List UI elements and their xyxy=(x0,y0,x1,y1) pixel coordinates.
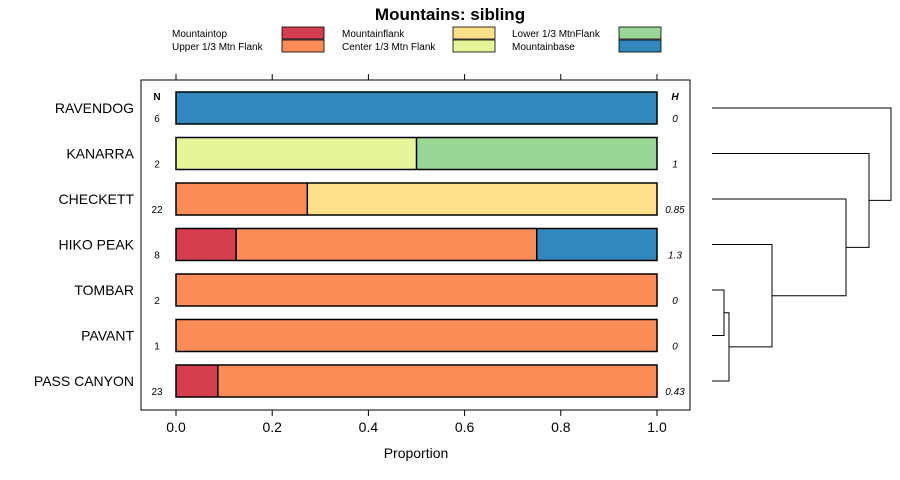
bar-outline xyxy=(175,273,658,307)
dendrogram-branch xyxy=(712,312,730,382)
x-tick-label: 1.0 xyxy=(647,419,667,435)
h-value: 0.43 xyxy=(665,387,685,398)
bar-segment xyxy=(176,365,218,397)
legend-swatch xyxy=(281,39,325,53)
category-label: CHECKETT xyxy=(59,191,135,207)
bar-outline xyxy=(175,91,658,125)
dendrogram xyxy=(712,107,892,382)
legend-swatch xyxy=(618,26,662,40)
dendrogram-branch xyxy=(712,153,870,248)
h-value: 0.85 xyxy=(665,205,685,216)
x-tick-label: 0.4 xyxy=(359,419,379,435)
h-value: 1.3 xyxy=(668,251,682,262)
h-value: 1 xyxy=(672,160,678,171)
legend-label: Lower 1/3 MtnFlank xyxy=(512,29,601,40)
bar-segment xyxy=(416,137,657,170)
n-header: N xyxy=(153,92,160,103)
bar-outline xyxy=(175,136,658,171)
bar-outline xyxy=(175,364,658,398)
legend-label: Mountainbase xyxy=(512,42,575,53)
legend-swatch xyxy=(452,26,496,40)
bar-segment xyxy=(176,137,417,170)
bar-segment xyxy=(176,183,308,215)
n-value: 23 xyxy=(151,387,163,398)
legend-label: Upper 1/3 Mtn Flank xyxy=(172,42,264,53)
bar-segment xyxy=(176,228,237,261)
bar-rows: RAVENDOG 6 0 KANARRA 2 1 CHECKETT 22 0.85 HIKO PE… xyxy=(34,91,685,398)
x-axis: 0.0 0.2 0.4 0.6 0.8 1.0 xyxy=(166,74,667,435)
legend-swatch xyxy=(452,39,496,53)
legend-swatch xyxy=(618,39,662,53)
bar-segment xyxy=(536,228,657,261)
bar-segment xyxy=(236,228,537,261)
x-tick-label: 0.0 xyxy=(166,419,186,435)
legend-label: Mountaintop xyxy=(172,29,227,40)
dendrogram-branch xyxy=(712,107,892,201)
n-value: 22 xyxy=(151,205,163,216)
n-value: 1 xyxy=(154,342,160,353)
n-value: 2 xyxy=(154,160,160,171)
h-value: 0 xyxy=(672,296,678,307)
h-value: 0 xyxy=(672,342,678,353)
n-value: 2 xyxy=(154,296,160,307)
bar-outline xyxy=(175,318,658,353)
n-value: 8 xyxy=(154,251,160,262)
dendrogram-branch xyxy=(712,244,773,348)
dendrogram-branch xyxy=(712,289,725,336)
dendrogram-branch xyxy=(712,198,847,297)
category-label: PAVANT xyxy=(81,328,134,344)
category-label: TOMBAR xyxy=(74,282,134,298)
bar-segment xyxy=(176,274,657,306)
chart-title: Mountains: sibling xyxy=(375,5,525,24)
legend: Mountaintop Upper 1/3 Mtn Flank Mountainfl… xyxy=(172,26,662,53)
legend-swatch xyxy=(281,26,325,40)
x-tick-label: 0.6 xyxy=(455,419,475,435)
legend-label: Center 1/3 Mtn Flank xyxy=(342,42,436,53)
category-label: HIKO PEAK xyxy=(59,237,135,253)
legend-label: Mountainflank xyxy=(342,29,405,40)
bar-segment xyxy=(176,92,657,124)
x-tick-label: 0.2 xyxy=(262,419,282,435)
category-label: PASS CANYON xyxy=(34,373,134,389)
bar-segment xyxy=(217,365,658,397)
category-label: KANARRA xyxy=(66,146,134,162)
x-axis-label: Proportion xyxy=(384,445,449,461)
bar-outline xyxy=(175,182,658,216)
plot-frame xyxy=(140,79,691,411)
h-value: 0 xyxy=(672,114,678,125)
bar-segment xyxy=(307,183,657,215)
h-header: H xyxy=(671,92,679,103)
x-tick-label: 0.8 xyxy=(551,419,571,435)
category-label: RAVENDOG xyxy=(55,100,134,116)
bar-outline xyxy=(175,227,658,262)
bar-segment xyxy=(176,319,657,352)
n-value: 6 xyxy=(154,114,160,125)
